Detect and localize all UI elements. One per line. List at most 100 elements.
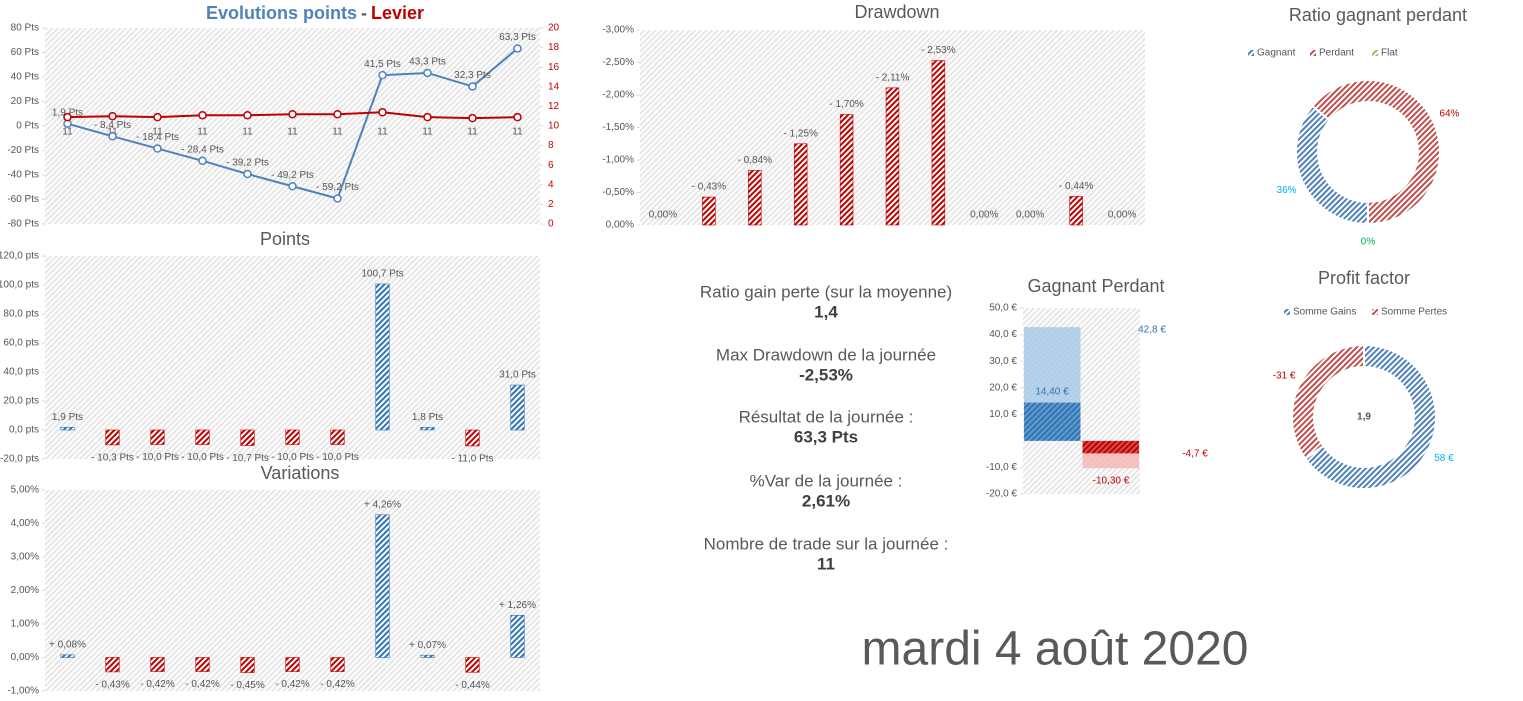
x-tick-label: 11	[152, 127, 163, 138]
point	[153, 112, 162, 122]
y-tick-label: 6	[548, 160, 554, 171]
y-tick-label: 1,00%	[11, 619, 39, 630]
y-tick-label: -20,0 pts	[0, 454, 39, 465]
legend-swatch	[1248, 50, 1254, 56]
data-label: - 11,0 Pts	[451, 454, 493, 465]
data-label: - 8,4 Pts	[94, 120, 131, 131]
bar	[702, 196, 716, 226]
y-tick-label: 2	[548, 199, 554, 210]
stat-label: %Var de la journée :	[750, 471, 903, 490]
point	[288, 109, 297, 119]
chart-title: Evolutions points - Levier	[206, 3, 424, 23]
point	[513, 112, 522, 122]
y-tick-label: 40 Pts	[11, 72, 39, 83]
data-label: 32,3 Pts	[454, 70, 491, 81]
y-tick-label: 120,0 pts	[0, 251, 39, 262]
legend-swatch	[1372, 50, 1378, 56]
center-label: 1,9	[1357, 412, 1371, 423]
x-tick-label: 11	[197, 127, 208, 138]
data-label: 1,9 Pts	[52, 412, 83, 423]
bar	[105, 429, 120, 446]
data-label: - 10,0 Pts	[136, 452, 179, 463]
bar	[195, 429, 210, 445]
y-tick-label: -2,00%	[602, 90, 634, 101]
y-tick-label: 80 Pts	[11, 23, 39, 34]
data-label: -4,7 €	[1182, 449, 1208, 460]
data-label: 0,00%	[1016, 210, 1044, 221]
point	[468, 82, 477, 91]
bar	[330, 657, 345, 672]
data-label: 0%	[1361, 237, 1376, 248]
data-label: 14,40 €	[1035, 387, 1069, 398]
data-label: - 0,45%	[230, 680, 265, 691]
y-tick-label: -60 Pts	[7, 194, 39, 205]
data-label: 63,3 Pts	[499, 32, 536, 43]
point	[243, 110, 252, 120]
point	[153, 144, 162, 153]
chart-title: Profit factor	[1318, 268, 1410, 288]
y-tick-label: -1,00%	[602, 155, 634, 166]
y-tick-label: 10,0 €	[989, 409, 1017, 420]
chart-title: Ratio gagnant perdant	[1289, 5, 1467, 25]
data-label: - 39,2 Pts	[226, 158, 269, 169]
bar	[1024, 402, 1081, 441]
y-tick-label: -0,50%	[602, 187, 634, 198]
y-tick-label: 20 Pts	[11, 96, 39, 107]
point	[378, 108, 387, 117]
point	[333, 194, 342, 203]
point	[243, 169, 252, 179]
x-tick-label: 11	[467, 127, 478, 138]
point	[198, 156, 207, 166]
bar	[1082, 440, 1139, 454]
plot-background	[45, 28, 540, 224]
point	[108, 132, 117, 141]
data-label: + 0,08%	[49, 639, 86, 650]
y-tick-label: 0,0 pts	[9, 425, 39, 436]
data-label: - 10,0 Pts	[181, 452, 224, 463]
y-tick-label: 100,0 pts	[0, 280, 39, 291]
stat-value: 63,3 Pts	[794, 427, 858, 446]
bar	[885, 87, 900, 226]
x-tick-label: 11	[287, 127, 298, 138]
bar	[748, 170, 762, 226]
chart-title: Gagnant Perdant	[1027, 276, 1164, 296]
slice	[1311, 79, 1441, 226]
y-tick-label: 18	[548, 42, 560, 53]
bar	[375, 283, 390, 431]
y-tick-label: 50,0 €	[989, 303, 1017, 314]
point	[423, 68, 432, 78]
x-tick-label: 11	[242, 127, 253, 138]
point	[513, 44, 522, 53]
point	[108, 111, 117, 121]
point	[198, 110, 207, 120]
bar	[510, 384, 525, 431]
y-tick-label: 30,0 €	[989, 356, 1017, 367]
stat-label: Résultat de la journée :	[739, 407, 914, 426]
x-tick-label: 11	[377, 127, 388, 138]
y-tick-label: 5,00%	[11, 485, 39, 496]
data-label: - 49,2 Pts	[271, 170, 314, 181]
data-label: - 0,43%	[95, 680, 130, 691]
data-label: - 1,70%	[829, 99, 864, 110]
y-tick-label: 16	[548, 62, 560, 73]
data-label: - 2,11%	[876, 72, 910, 83]
y-tick-label: -10,0 €	[986, 462, 1018, 473]
y-tick-label: 60,0 pts	[3, 338, 39, 349]
y-tick-label: 0,00%	[11, 652, 39, 663]
data-label: - 0,84%	[738, 155, 773, 166]
data-label: 31,0 Pts	[499, 370, 536, 381]
bar	[793, 143, 808, 226]
y-tick-label: 20	[548, 23, 560, 34]
y-tick-label: 14	[548, 81, 560, 92]
stat-value: 11	[817, 554, 835, 573]
slice	[1291, 343, 1365, 461]
x-tick-label: 11	[422, 127, 433, 138]
legend-label: Flat	[1381, 48, 1398, 59]
data-label: -10,30 €	[1093, 476, 1130, 487]
data-label: + 4,26%	[364, 499, 401, 510]
data-label: - 0,42%	[185, 679, 220, 690]
x-tick-label: 11	[512, 127, 523, 138]
legend-label: Somme Pertes	[1381, 307, 1447, 318]
date: mardi 4 août 2020	[862, 623, 1249, 676]
point	[333, 109, 342, 119]
